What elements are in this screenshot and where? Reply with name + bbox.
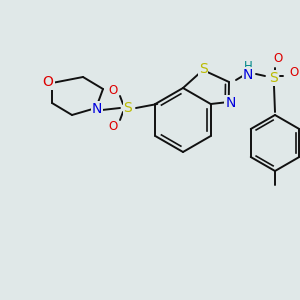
Text: H: H	[244, 61, 252, 74]
Text: N: N	[226, 96, 236, 110]
Text: N: N	[92, 102, 102, 116]
Text: S: S	[199, 62, 207, 76]
Text: O: O	[273, 52, 283, 65]
Text: O: O	[43, 75, 53, 89]
Text: O: O	[108, 119, 118, 133]
Text: O: O	[108, 83, 118, 97]
Text: S: S	[268, 71, 278, 85]
Text: N: N	[243, 68, 253, 82]
Text: S: S	[124, 101, 132, 115]
Text: O: O	[290, 67, 298, 80]
